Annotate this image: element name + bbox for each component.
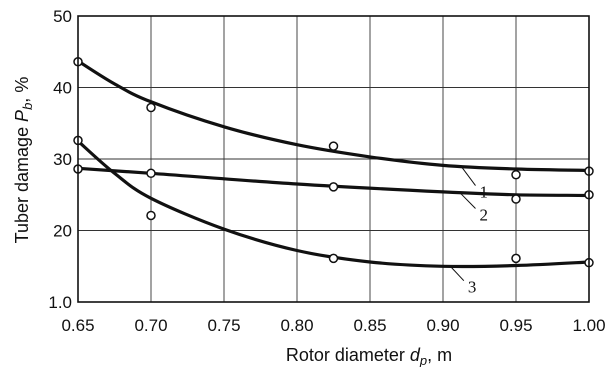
y-tick-label: 1.0 xyxy=(48,293,72,312)
data-points xyxy=(73,57,594,268)
x-tick-label: 0.70 xyxy=(134,316,167,335)
series-3-point xyxy=(328,253,339,264)
x-tick-label: 1.00 xyxy=(572,316,605,335)
curve-label-2: 2 xyxy=(480,205,489,224)
y-tick-label: 30 xyxy=(53,150,72,169)
x-tick-label: 0.75 xyxy=(207,316,240,335)
series-curves xyxy=(76,59,591,269)
series-2-point xyxy=(511,194,521,204)
curve-label-leader xyxy=(449,265,465,282)
x-tick-label: 0.65 xyxy=(61,316,94,335)
series-2-point xyxy=(146,168,156,179)
series-1-point xyxy=(146,102,156,113)
x-axis-label: Rotor diameter dp, m xyxy=(286,345,452,367)
y-axis-label: Tuber damage Pb, % xyxy=(12,77,35,244)
series-1-point xyxy=(511,169,521,180)
y-tick-labels: 1.0 20 30 40 50 xyxy=(48,7,72,312)
plot-frame xyxy=(77,15,590,303)
y-tick-label: 20 xyxy=(53,222,72,241)
series-3-point xyxy=(511,253,521,264)
series-1-curve xyxy=(76,59,591,172)
x-tick-label: 0.80 xyxy=(280,316,313,335)
series-3-curve xyxy=(76,139,591,269)
y-tick-label: 40 xyxy=(53,79,72,98)
x-tick-label: 0.90 xyxy=(426,316,459,335)
series-2-point xyxy=(328,182,339,192)
curve-label-leader xyxy=(460,165,476,186)
curve-label-leader xyxy=(460,192,476,209)
x-tick-label: 0.85 xyxy=(353,316,386,335)
curve-labels: 1 2 3 xyxy=(468,183,488,297)
series-3-point xyxy=(146,210,156,221)
curve-label-3: 3 xyxy=(468,278,477,297)
x-tick-labels: 0.65 0.70 0.75 0.80 0.85 0.90 0.95 1.00 xyxy=(61,316,605,335)
y-tick-label: 50 xyxy=(53,7,72,26)
curve-label-leaders xyxy=(449,165,476,282)
x-tick-label: 0.95 xyxy=(499,316,532,335)
curve-label-1: 1 xyxy=(480,183,489,202)
series-1-point xyxy=(328,141,339,151)
